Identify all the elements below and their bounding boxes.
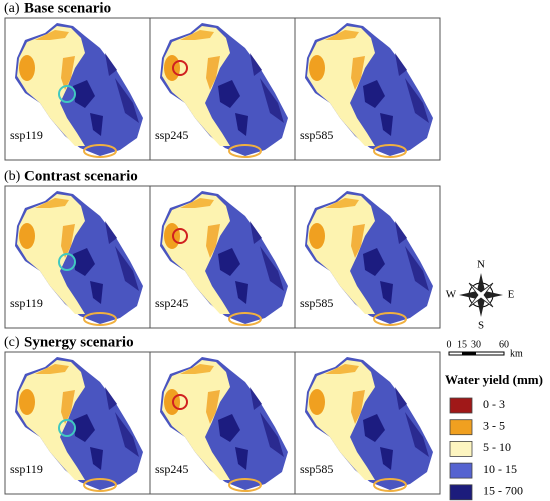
highlight-ellipse bbox=[373, 312, 407, 326]
legend-label: 10 - 15 bbox=[483, 462, 517, 476]
highlight-ellipse bbox=[83, 144, 117, 158]
map: ssp585 bbox=[300, 357, 433, 492]
scale-label: 60 bbox=[499, 339, 509, 350]
legend-swatch bbox=[449, 440, 473, 457]
highlight-circle bbox=[172, 394, 188, 410]
row-title: Synergy scenario bbox=[24, 334, 134, 350]
highlight-circle bbox=[172, 228, 188, 244]
panel-label: ssp585 bbox=[300, 462, 333, 476]
map: ssp119 bbox=[10, 357, 143, 492]
compass-e: E bbox=[508, 289, 515, 301]
legend-label: 5 - 10 bbox=[483, 440, 511, 454]
highlight-circle bbox=[58, 253, 76, 271]
compass-w: W bbox=[446, 289, 457, 301]
panel-label: ssp119 bbox=[10, 296, 43, 310]
row-label: (a) bbox=[4, 1, 20, 16]
legend-swatch bbox=[449, 419, 473, 436]
map: ssp585 bbox=[300, 191, 433, 326]
highlight-circle bbox=[58, 85, 76, 103]
panel-label: ssp245 bbox=[155, 296, 188, 310]
panel-label: ssp585 bbox=[300, 296, 333, 310]
map: ssp119 bbox=[10, 191, 143, 326]
highlight-ellipse bbox=[228, 312, 262, 326]
highlight-ellipse bbox=[83, 478, 117, 492]
row-title: Contrast scenario bbox=[24, 168, 138, 184]
legend-title: Water yield (mm) bbox=[445, 372, 543, 387]
legend-swatch bbox=[449, 484, 473, 501]
legend-swatch bbox=[449, 397, 473, 414]
row-title: Base scenario bbox=[24, 0, 111, 16]
highlight-circle bbox=[172, 60, 188, 76]
row-label: (c) bbox=[4, 335, 20, 350]
panel-label: ssp585 bbox=[300, 128, 333, 142]
highlight-ellipse bbox=[373, 144, 407, 158]
scale-bar-fill bbox=[462, 352, 476, 355]
highlight-ellipse bbox=[228, 144, 262, 158]
legend-label: 15 - 700 bbox=[483, 484, 523, 498]
scale-label: 15 bbox=[457, 339, 467, 350]
scale-label: 0 bbox=[447, 339, 452, 350]
panel-label: ssp245 bbox=[155, 462, 188, 476]
map: ssp119 bbox=[10, 23, 143, 158]
row-label: (b) bbox=[4, 169, 21, 184]
legend-label: 3 - 5 bbox=[483, 418, 505, 432]
compass-n: N bbox=[477, 259, 485, 271]
panel-label: ssp119 bbox=[10, 128, 43, 142]
highlight-ellipse bbox=[83, 312, 117, 326]
highlight-ellipse bbox=[373, 478, 407, 492]
compass-s: S bbox=[478, 320, 484, 332]
map: ssp245 bbox=[155, 23, 288, 158]
map: ssp245 bbox=[155, 357, 288, 492]
compass: N S E W bbox=[446, 259, 515, 332]
scale-label: 30 bbox=[471, 339, 481, 350]
map: ssp245 bbox=[155, 191, 288, 326]
scale-bar bbox=[448, 351, 505, 356]
compass-star-minor bbox=[468, 282, 494, 308]
panel-label: ssp245 bbox=[155, 128, 188, 142]
highlight-ellipse bbox=[228, 478, 262, 492]
panel-label: ssp119 bbox=[10, 462, 43, 476]
legend-swatch bbox=[449, 462, 473, 479]
map: ssp585 bbox=[300, 23, 433, 158]
scale-unit: km bbox=[510, 348, 523, 359]
highlight-circle bbox=[58, 419, 76, 437]
legend-label: 0 - 3 bbox=[483, 397, 505, 411]
